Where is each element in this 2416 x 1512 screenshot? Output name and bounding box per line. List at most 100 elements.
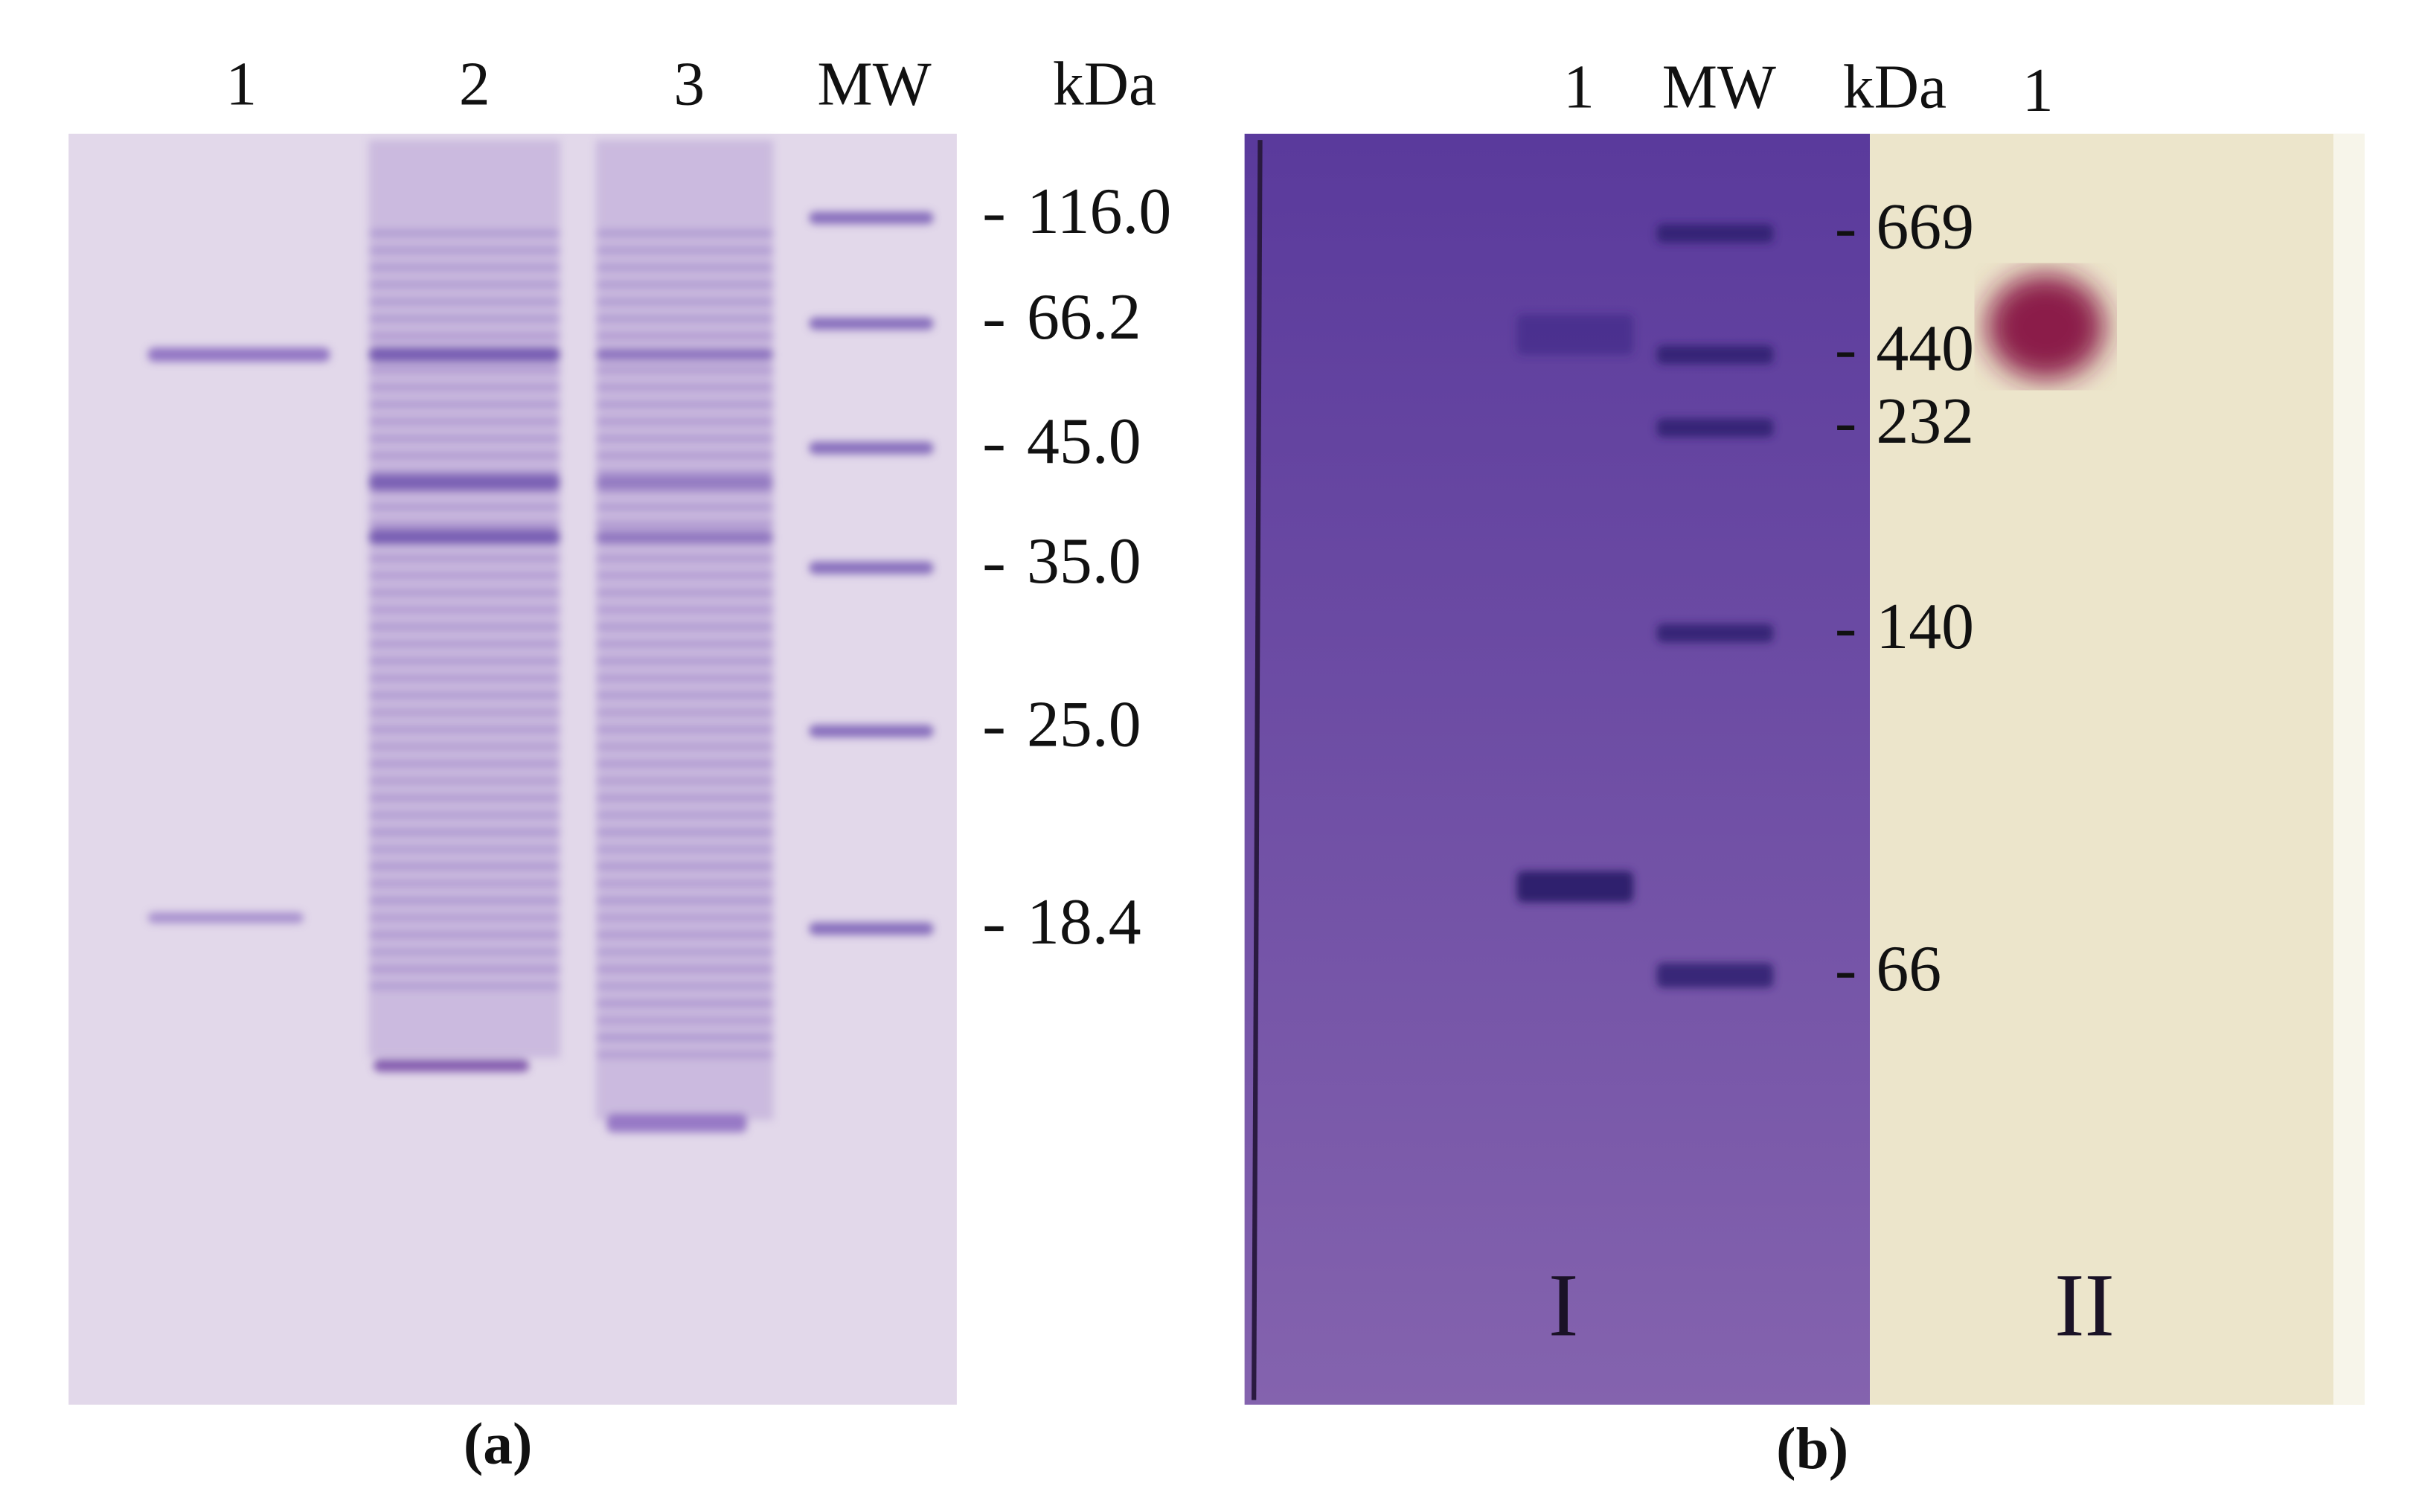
lane-label: MW [817,49,931,118]
band [368,520,560,528]
lane-label: 1 [225,49,257,118]
band [368,246,560,254]
marker-label: 18.4 [1027,885,1141,958]
band [595,982,774,990]
activity-band [1986,273,2105,380]
band [1656,345,1774,365]
band [809,441,934,455]
band [368,281,560,289]
unit-label: kDa [1053,49,1156,118]
band [595,229,774,237]
band [595,435,774,443]
band [368,897,560,905]
band [595,332,774,340]
band [595,811,774,819]
band [368,794,560,802]
band [595,281,774,289]
band [595,246,774,254]
band [595,366,774,374]
band [368,845,560,853]
band [595,708,774,717]
band [368,400,560,409]
marker-label: 140 [1876,590,1974,662]
band [368,623,560,631]
band [595,1051,774,1059]
band [1516,314,1634,355]
band [595,760,774,768]
band [595,400,774,409]
band [368,743,560,751]
band [595,348,774,362]
band [595,503,774,511]
band [368,914,560,922]
gel-b-bands [1516,224,1774,988]
band [1656,624,1774,643]
band [147,347,330,362]
band [595,999,774,1008]
lane-label: MW [1662,53,1776,122]
band [368,452,560,460]
band [368,383,560,391]
band [595,640,774,648]
band [368,263,560,272]
band [595,657,774,665]
band [1656,418,1774,438]
band [368,503,560,511]
band [368,965,560,973]
band [595,691,774,699]
band [368,862,560,871]
band [368,725,560,734]
lane-smear [368,140,560,1058]
band [606,1113,747,1133]
band [368,777,560,785]
band [595,1016,774,1025]
band [595,725,774,734]
band [595,828,774,836]
band [368,657,560,665]
band [809,211,934,225]
band [368,435,560,443]
lane-label: 2 [459,49,490,118]
band [595,674,774,682]
band [368,347,560,363]
markers-a: 116.0 66.2 45.0 35.0 25.0 18.4 [984,175,1171,958]
section-label: II [2054,1255,2115,1355]
marker-label: 66.2 [1027,281,1141,353]
gel-edge [2333,133,2365,1405]
band [595,452,774,460]
band [595,1034,774,1042]
band [595,606,774,614]
band [368,948,560,956]
band [595,897,774,905]
band [595,743,774,751]
band [595,571,774,580]
band [595,554,774,563]
band [368,315,560,323]
lane-label: 1 [1563,53,1595,122]
band [595,948,774,956]
gel-a-bands [147,140,934,1133]
section-label: I [1548,1255,1578,1355]
gel-edge [1252,140,1263,1400]
band [595,880,774,888]
band [368,708,560,717]
band [147,912,304,923]
lane-label: 1 [2022,56,2054,125]
band [368,229,560,237]
band [368,674,560,682]
band [1656,224,1774,243]
caption: (a) [464,1412,533,1477]
caption: (b) [1776,1416,1848,1481]
band [368,554,560,563]
band [368,298,560,306]
band [809,922,934,935]
band [1656,963,1774,988]
band [595,530,774,543]
band [368,640,560,648]
marker-label: 440 [1876,312,1974,384]
band [595,315,774,323]
band [595,845,774,853]
band [595,469,774,477]
band [595,777,774,785]
